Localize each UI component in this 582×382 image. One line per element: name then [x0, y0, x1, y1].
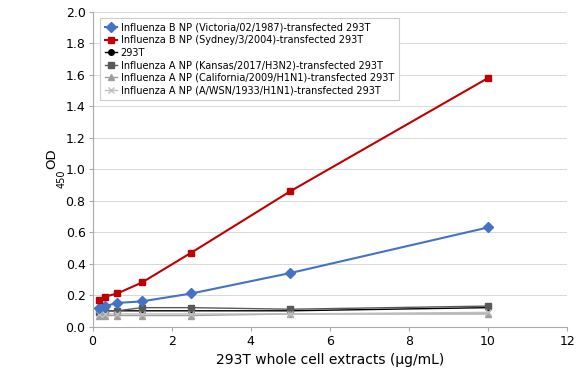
293T: [95, 310, 102, 315]
Influenza A NP (Kansas/2017/H3N2)-transfected 293T: [139, 305, 146, 310]
Influenza B NP (Sydney/3/2004)-transfected 293T: [485, 76, 492, 80]
Influenza B NP (Victoria/02/1987)-transfected 293T: [485, 225, 492, 230]
Influenza B NP (Sydney/3/2004)-transfected 293T: [113, 291, 120, 296]
X-axis label: 293T whole cell extracts (μg/mL): 293T whole cell extracts (μg/mL): [216, 353, 444, 367]
Influenza A NP (A/WSN/1933/H1N1)-transfected 293T: [113, 312, 120, 316]
293T: [188, 309, 195, 313]
Influenza A NP (A/WSN/1933/H1N1)-transfected 293T: [95, 312, 102, 316]
Influenza A NP (California/2009/H1N1)-transfected 293T: [287, 312, 294, 316]
Line: Influenza A NP (A/WSN/1933/H1N1)-transfected 293T: Influenza A NP (A/WSN/1933/H1N1)-transfe…: [96, 309, 491, 317]
Influenza A NP (California/2009/H1N1)-transfected 293T: [113, 313, 120, 318]
Influenza B NP (Sydney/3/2004)-transfected 293T: [95, 298, 102, 302]
293T: [139, 309, 146, 313]
Influenza A NP (A/WSN/1933/H1N1)-transfected 293T: [139, 312, 146, 316]
Influenza A NP (Kansas/2017/H3N2)-transfected 293T: [95, 310, 102, 315]
Influenza B NP (Victoria/02/1987)-transfected 293T: [188, 291, 195, 296]
Influenza B NP (Sydney/3/2004)-transfected 293T: [101, 295, 108, 299]
Influenza A NP (Kansas/2017/H3N2)-transfected 293T: [113, 309, 120, 313]
Influenza A NP (California/2009/H1N1)-transfected 293T: [101, 313, 108, 318]
Influenza B NP (Victoria/02/1987)-transfected 293T: [95, 305, 102, 310]
Influenza A NP (Kansas/2017/H3N2)-transfected 293T: [485, 304, 492, 308]
Influenza A NP (A/WSN/1933/H1N1)-transfected 293T: [287, 312, 294, 316]
Influenza A NP (A/WSN/1933/H1N1)-transfected 293T: [188, 312, 195, 316]
Influenza B NP (Sydney/3/2004)-transfected 293T: [287, 189, 294, 194]
Influenza B NP (Sydney/3/2004)-transfected 293T: [139, 280, 146, 285]
Influenza A NP (A/WSN/1933/H1N1)-transfected 293T: [485, 310, 492, 315]
293T: [101, 309, 108, 313]
Legend: Influenza B NP (Victoria/02/1987)-transfected 293T, Influenza B NP (Sydney/3/200: Influenza B NP (Victoria/02/1987)-transf…: [100, 18, 399, 100]
Line: 293T: 293T: [96, 305, 491, 315]
Line: Influenza B NP (Sydney/3/2004)-transfected 293T: Influenza B NP (Sydney/3/2004)-transfect…: [95, 74, 492, 303]
Line: Influenza A NP (California/2009/H1N1)-transfected 293T: Influenza A NP (California/2009/H1N1)-tr…: [96, 311, 491, 318]
Influenza A NP (Kansas/2017/H3N2)-transfected 293T: [287, 307, 294, 311]
Influenza B NP (Victoria/02/1987)-transfected 293T: [101, 304, 108, 308]
Influenza A NP (California/2009/H1N1)-transfected 293T: [485, 312, 492, 316]
Influenza A NP (Kansas/2017/H3N2)-transfected 293T: [188, 305, 195, 310]
Influenza B NP (Victoria/02/1987)-transfected 293T: [113, 301, 120, 305]
293T: [485, 305, 492, 310]
Text: 450: 450: [56, 169, 67, 188]
Influenza A NP (California/2009/H1N1)-transfected 293T: [139, 313, 146, 318]
Text: OD: OD: [45, 149, 59, 169]
Line: Influenza A NP (Kansas/2017/H3N2)-transfected 293T: Influenza A NP (Kansas/2017/H3N2)-transf…: [96, 303, 491, 315]
Influenza B NP (Victoria/02/1987)-transfected 293T: [287, 271, 294, 275]
Influenza B NP (Victoria/02/1987)-transfected 293T: [139, 299, 146, 304]
Influenza B NP (Sydney/3/2004)-transfected 293T: [188, 250, 195, 255]
293T: [287, 309, 294, 313]
Influenza A NP (A/WSN/1933/H1N1)-transfected 293T: [101, 312, 108, 316]
Influenza A NP (California/2009/H1N1)-transfected 293T: [188, 313, 195, 318]
293T: [113, 309, 120, 313]
Line: Influenza B NP (Victoria/02/1987)-transfected 293T: Influenza B NP (Victoria/02/1987)-transf…: [95, 224, 492, 311]
Influenza A NP (California/2009/H1N1)-transfected 293T: [95, 313, 102, 318]
Influenza A NP (Kansas/2017/H3N2)-transfected 293T: [101, 309, 108, 313]
